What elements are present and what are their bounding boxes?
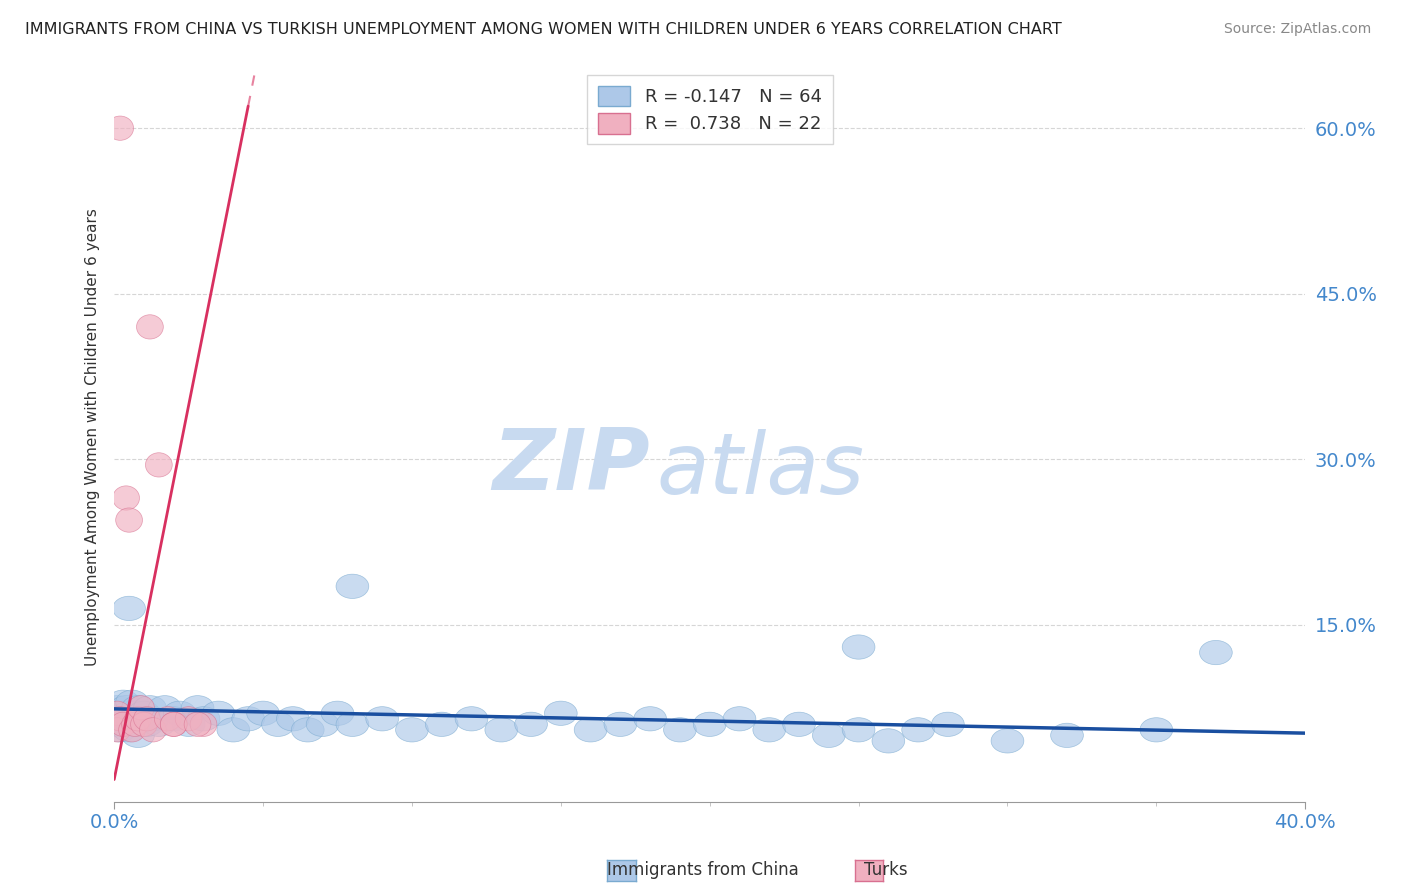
Ellipse shape: [163, 701, 195, 725]
Ellipse shape: [336, 574, 368, 599]
Ellipse shape: [157, 706, 190, 731]
Ellipse shape: [104, 718, 136, 742]
Ellipse shape: [664, 718, 696, 742]
Ellipse shape: [217, 718, 250, 742]
Ellipse shape: [842, 718, 875, 742]
Ellipse shape: [107, 706, 134, 731]
Ellipse shape: [107, 690, 139, 714]
Ellipse shape: [395, 718, 429, 742]
Ellipse shape: [813, 723, 845, 747]
Y-axis label: Unemployment Among Women with Children Under 6 years: Unemployment Among Women with Children U…: [86, 209, 100, 666]
Ellipse shape: [246, 701, 280, 725]
Ellipse shape: [262, 712, 294, 737]
Ellipse shape: [125, 706, 152, 731]
Ellipse shape: [128, 696, 155, 720]
Ellipse shape: [366, 706, 398, 731]
Text: atlas: atlas: [657, 428, 865, 512]
Ellipse shape: [544, 701, 578, 725]
Text: Immigrants from China: Immigrants from China: [607, 861, 799, 879]
Ellipse shape: [901, 718, 935, 742]
Ellipse shape: [131, 712, 163, 737]
Ellipse shape: [128, 701, 160, 725]
Ellipse shape: [115, 690, 149, 714]
Ellipse shape: [723, 706, 756, 731]
Ellipse shape: [173, 712, 205, 737]
Ellipse shape: [107, 116, 134, 140]
Ellipse shape: [112, 596, 145, 621]
Ellipse shape: [104, 701, 131, 725]
Ellipse shape: [160, 712, 187, 737]
Ellipse shape: [104, 701, 136, 725]
Ellipse shape: [783, 712, 815, 737]
Ellipse shape: [181, 696, 214, 720]
Ellipse shape: [112, 486, 139, 510]
Ellipse shape: [991, 729, 1024, 753]
Ellipse shape: [112, 718, 145, 742]
Ellipse shape: [112, 701, 145, 725]
Text: Source: ZipAtlas.com: Source: ZipAtlas.com: [1223, 22, 1371, 37]
Ellipse shape: [187, 706, 219, 731]
Ellipse shape: [155, 706, 181, 731]
Ellipse shape: [136, 706, 169, 731]
Ellipse shape: [932, 712, 965, 737]
Ellipse shape: [232, 706, 264, 731]
Ellipse shape: [336, 712, 368, 737]
Ellipse shape: [149, 696, 181, 720]
Ellipse shape: [842, 635, 875, 659]
Ellipse shape: [202, 701, 235, 725]
Ellipse shape: [122, 723, 155, 747]
Ellipse shape: [752, 718, 786, 742]
Ellipse shape: [160, 712, 187, 737]
Ellipse shape: [115, 508, 142, 533]
Ellipse shape: [131, 712, 157, 737]
Ellipse shape: [605, 712, 637, 737]
Ellipse shape: [1140, 718, 1173, 742]
Ellipse shape: [118, 712, 152, 737]
Ellipse shape: [104, 718, 131, 742]
Ellipse shape: [184, 712, 211, 737]
Ellipse shape: [107, 706, 139, 731]
Ellipse shape: [110, 712, 142, 737]
Ellipse shape: [574, 718, 607, 742]
Ellipse shape: [307, 712, 339, 737]
Ellipse shape: [291, 718, 325, 742]
Ellipse shape: [634, 706, 666, 731]
Text: Turks: Turks: [863, 861, 908, 879]
Ellipse shape: [693, 712, 725, 737]
Ellipse shape: [176, 706, 202, 731]
Text: IMMIGRANTS FROM CHINA VS TURKISH UNEMPLOYMENT AMONG WOMEN WITH CHILDREN UNDER 6 : IMMIGRANTS FROM CHINA VS TURKISH UNEMPLO…: [25, 22, 1062, 37]
Ellipse shape: [136, 315, 163, 339]
Ellipse shape: [321, 701, 354, 725]
Ellipse shape: [1199, 640, 1232, 665]
Ellipse shape: [115, 706, 149, 731]
Ellipse shape: [277, 706, 309, 731]
Ellipse shape: [1050, 723, 1084, 747]
Ellipse shape: [145, 453, 173, 477]
Ellipse shape: [485, 718, 517, 742]
Ellipse shape: [118, 718, 145, 742]
Ellipse shape: [190, 712, 217, 737]
Ellipse shape: [134, 696, 166, 720]
Ellipse shape: [101, 696, 134, 720]
Ellipse shape: [872, 729, 904, 753]
Ellipse shape: [134, 706, 160, 731]
Ellipse shape: [122, 712, 149, 737]
Ellipse shape: [110, 696, 142, 720]
Ellipse shape: [122, 696, 155, 720]
Text: ZIP: ZIP: [492, 425, 650, 508]
Ellipse shape: [142, 712, 176, 737]
Ellipse shape: [426, 712, 458, 737]
Ellipse shape: [515, 712, 547, 737]
Ellipse shape: [125, 706, 157, 731]
Ellipse shape: [110, 712, 136, 737]
Ellipse shape: [139, 718, 166, 742]
Ellipse shape: [456, 706, 488, 731]
Legend: R = -0.147   N = 64, R =  0.738   N = 22: R = -0.147 N = 64, R = 0.738 N = 22: [586, 75, 832, 145]
Ellipse shape: [101, 712, 134, 737]
